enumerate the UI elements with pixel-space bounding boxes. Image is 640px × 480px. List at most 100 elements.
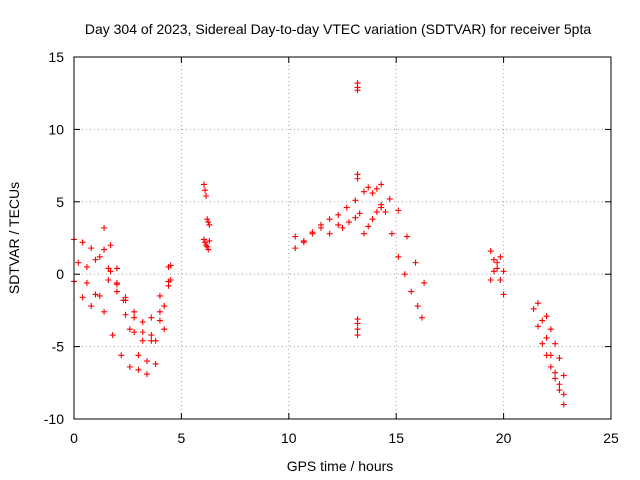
data-point — [206, 237, 213, 244]
data-point — [360, 230, 367, 237]
data-point — [144, 371, 151, 378]
data-point — [202, 239, 209, 246]
y-tick-label: 5 — [56, 194, 64, 210]
data-point — [131, 314, 138, 321]
data-point — [105, 276, 112, 283]
data-point — [203, 193, 210, 200]
series-arc-3 — [75, 246, 172, 344]
data-point — [354, 332, 361, 339]
x-tick-label: 0 — [70, 430, 78, 446]
data-point — [560, 391, 567, 398]
data-point — [378, 201, 385, 208]
series-arc-14 — [360, 181, 385, 197]
data-point — [500, 268, 507, 275]
data-point — [118, 352, 125, 359]
data-point — [365, 184, 372, 191]
x-tick-label: 25 — [603, 430, 619, 446]
data-point — [144, 358, 151, 365]
series-arc-13 — [360, 204, 385, 237]
data-point — [352, 214, 359, 221]
y-tick-label: 0 — [56, 266, 64, 282]
data-point — [326, 216, 333, 223]
data-point — [497, 253, 504, 260]
data-point — [152, 337, 159, 344]
data-point — [292, 233, 299, 240]
data-point — [414, 303, 421, 310]
data-point — [378, 181, 385, 188]
data-point — [539, 340, 546, 347]
series-arc-12 — [354, 316, 361, 339]
data-point — [205, 219, 212, 226]
series-arc-21 — [543, 313, 567, 379]
series-arc-4 — [83, 262, 174, 373]
data-point — [335, 211, 342, 218]
data-point — [200, 181, 207, 188]
data-point — [148, 314, 155, 321]
data-point — [360, 188, 367, 195]
series-arc-9 — [292, 221, 342, 244]
data-point — [107, 242, 114, 249]
data-point — [122, 311, 129, 318]
data-point — [490, 268, 497, 275]
data-point — [139, 337, 146, 344]
data-point — [205, 246, 212, 253]
data-point — [167, 262, 174, 269]
data-point — [354, 175, 361, 182]
data-point — [530, 305, 537, 312]
data-point — [339, 224, 346, 231]
data-point — [161, 303, 168, 310]
data-point — [101, 308, 108, 315]
data-point — [113, 281, 120, 288]
series-arc-5 — [101, 224, 174, 378]
data-point — [408, 288, 415, 295]
data-point — [352, 197, 359, 204]
series-arc-19 — [530, 305, 567, 408]
data-point — [292, 245, 299, 252]
data-point — [487, 248, 494, 255]
data-point — [309, 229, 316, 236]
data-point — [497, 276, 504, 283]
x-tick-label: 20 — [496, 430, 512, 446]
y-axis-label: SDTVAR / TECUs — [6, 182, 22, 294]
data-point — [83, 263, 90, 270]
series-arc-1 — [71, 236, 172, 325]
data-point — [131, 308, 138, 315]
data-point — [534, 300, 541, 307]
data-point — [96, 292, 103, 299]
data-point — [202, 187, 209, 194]
data-point — [79, 239, 86, 246]
data-point — [152, 360, 159, 367]
data-point — [369, 216, 376, 223]
series-arc-16 — [382, 208, 425, 321]
data-point — [354, 326, 361, 333]
ticks-layer: 0 5 10 15 20 25 -10 -5 0 5 10 15 — [44, 49, 619, 446]
data-point — [204, 243, 211, 250]
series-arc-18 — [487, 253, 507, 283]
data-point — [552, 369, 559, 376]
y-tick-label: -10 — [44, 411, 64, 427]
data-point — [556, 355, 563, 362]
data-point — [547, 363, 554, 370]
data-point — [161, 326, 168, 333]
x-tick-label: 10 — [281, 430, 297, 446]
series-arc-15 — [378, 195, 428, 286]
data-point — [113, 265, 120, 272]
data-point — [386, 195, 393, 202]
series-arc-6 — [200, 181, 213, 228]
plot-frame — [73, 56, 612, 420]
data-point — [326, 230, 333, 237]
data-point — [335, 221, 342, 228]
data-point — [75, 259, 82, 266]
data-point — [547, 326, 554, 333]
data-point — [88, 245, 95, 252]
data-point — [388, 230, 395, 237]
data-point — [139, 318, 146, 325]
series-arc-17 — [487, 248, 507, 298]
data-point — [88, 303, 95, 310]
chart-title: Day 304 of 2023, Sidereal Day-to-day VTE… — [85, 21, 592, 37]
data-point — [79, 294, 86, 301]
data-point — [354, 87, 361, 94]
data-point — [101, 246, 108, 253]
data-point — [373, 208, 380, 215]
